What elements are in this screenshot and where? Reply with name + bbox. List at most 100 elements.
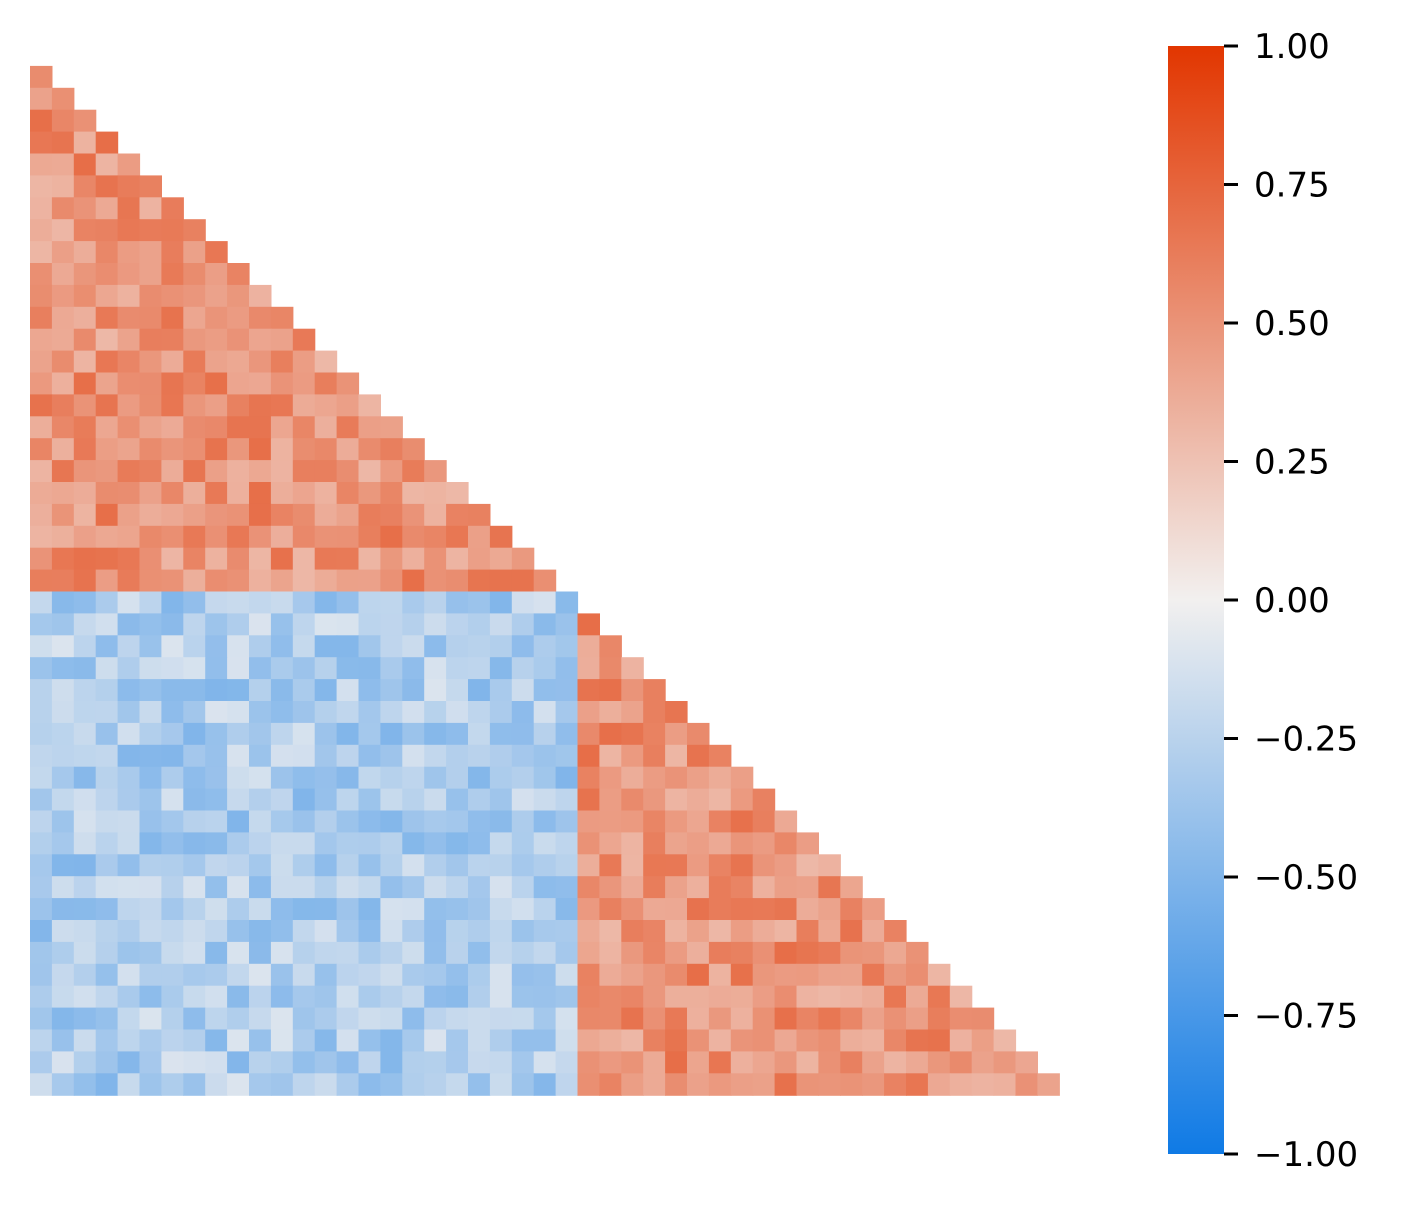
heatmap-cell <box>730 1007 754 1031</box>
heatmap-cell <box>314 722 338 746</box>
heatmap-cell <box>51 1029 75 1052</box>
heatmap-cell <box>30 153 53 176</box>
heatmap-cell <box>489 1051 513 1074</box>
heatmap-cell <box>468 766 491 790</box>
heatmap-cell <box>621 941 644 965</box>
heatmap-cell <box>555 657 579 680</box>
heatmap-cell <box>643 701 666 724</box>
heatmap-cell <box>446 613 469 636</box>
heatmap-cell <box>336 1073 360 1096</box>
heatmap-cell <box>227 898 250 921</box>
heatmap-cell <box>161 722 184 746</box>
heatmap-cell <box>205 416 228 439</box>
heatmap-cell <box>862 920 885 943</box>
heatmap-cell <box>227 766 250 790</box>
heatmap-cell <box>249 788 272 812</box>
heatmap-cell <box>270 832 294 855</box>
heatmap-cell <box>51 460 75 483</box>
heatmap-cell <box>183 482 206 505</box>
heatmap-cell <box>205 810 228 833</box>
heatmap-cell <box>402 941 425 965</box>
heatmap-cell <box>862 1029 885 1052</box>
heatmap-cell <box>249 1073 272 1096</box>
heatmap-cell <box>687 810 710 833</box>
heatmap-cell <box>489 963 513 987</box>
heatmap-cell <box>862 985 885 1009</box>
heatmap-cell <box>884 1029 907 1052</box>
heatmap-cell <box>95 372 119 395</box>
heatmap-cell <box>117 854 141 877</box>
heatmap-cell <box>599 766 622 790</box>
heatmap-cell <box>183 701 206 724</box>
heatmap-cell <box>249 657 272 680</box>
heatmap-cell <box>840 920 863 943</box>
heatmap-cell <box>139 569 162 593</box>
heatmap-cell <box>665 701 688 724</box>
heatmap-cell <box>30 328 53 352</box>
heatmap-cell <box>489 635 513 658</box>
heatmap-cell <box>292 416 316 439</box>
heatmap-cell <box>358 1029 381 1052</box>
heatmap-cell <box>643 679 666 702</box>
colorbar: 1.00 0.75 0.50 0.25 0.00 −0.25 −0.50 −0.75 −1.00 <box>1168 27 1358 1175</box>
heatmap-cell <box>314 941 338 965</box>
heatmap-cell <box>511 876 535 899</box>
heatmap-cell <box>380 898 403 921</box>
heatmap-cell <box>95 591 119 614</box>
heatmap-cell <box>292 766 316 790</box>
heatmap-cell <box>51 175 75 198</box>
heatmap-cell <box>314 1029 338 1052</box>
heatmap-cell <box>205 701 228 724</box>
heatmap-cell <box>314 1073 338 1096</box>
heatmap-cell <box>205 1029 228 1052</box>
heatmap-cell <box>95 1051 119 1074</box>
heatmap-cell <box>533 657 557 680</box>
heatmap-cell <box>599 1073 622 1096</box>
heatmap-cell <box>621 1007 644 1031</box>
heatmap-cell <box>314 372 338 395</box>
heatmap-cell <box>687 854 710 877</box>
heatmap-cell <box>621 854 644 877</box>
heatmap-cell <box>424 963 447 987</box>
heatmap-cell <box>489 876 513 899</box>
heatmap-cell <box>424 482 447 505</box>
colorbar-tick-label: −0.50 <box>1254 858 1358 898</box>
heatmap-cell <box>249 591 272 614</box>
heatmap-cell <box>665 854 688 877</box>
heatmap-cell <box>227 547 250 571</box>
heatmap-cell <box>533 569 557 593</box>
heatmap-cell <box>227 416 250 439</box>
heatmap-cell <box>424 591 447 614</box>
heatmap-cell <box>227 657 250 680</box>
heatmap-cell <box>511 963 535 987</box>
heatmap-cell <box>752 920 776 943</box>
heatmap-cell <box>489 1029 513 1052</box>
heatmap-cell <box>161 985 184 1009</box>
heatmap-cell <box>51 679 75 702</box>
heatmap-cell <box>665 920 688 943</box>
heatmap-cell <box>139 985 162 1009</box>
heatmap-cell <box>380 438 403 461</box>
heatmap-cell <box>95 547 119 571</box>
heatmap-cell <box>555 963 579 987</box>
heatmap-cell <box>971 1073 995 1096</box>
heatmap-cell <box>95 898 119 921</box>
heatmap-cell <box>95 284 119 308</box>
heatmap-cell <box>643 1029 666 1052</box>
heatmap-cell <box>336 591 360 614</box>
heatmap-cell <box>249 284 272 308</box>
heatmap-cell <box>227 876 250 899</box>
heatmap-cell <box>205 1073 228 1096</box>
heatmap-cell <box>249 701 272 724</box>
heatmap-cell <box>161 1051 184 1074</box>
heatmap-cell <box>336 876 360 899</box>
heatmap-cell <box>862 1051 885 1074</box>
heatmap-cell <box>183 416 206 439</box>
heatmap-cell <box>708 854 732 877</box>
heatmap-cell <box>270 744 294 768</box>
heatmap-cell <box>774 1007 798 1031</box>
heatmap-cell <box>95 985 119 1009</box>
heatmap-cell <box>468 1029 491 1052</box>
heatmap-cell <box>249 744 272 768</box>
heatmap-cell <box>446 876 469 899</box>
